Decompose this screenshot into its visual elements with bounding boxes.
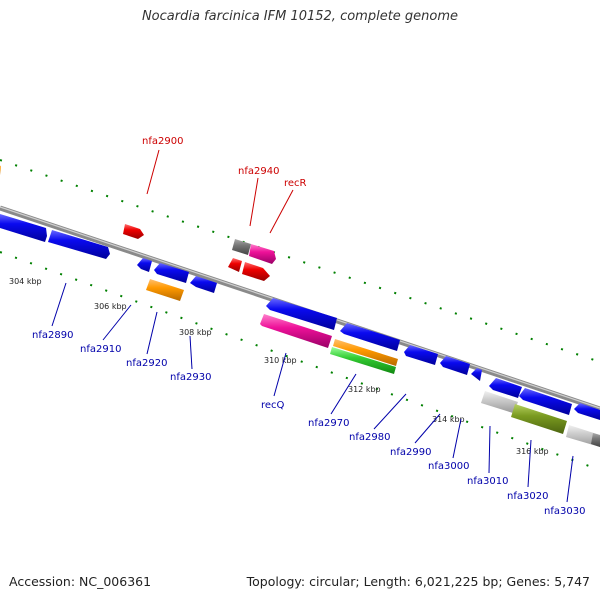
- inner-tick-track: [0, 251, 600, 471]
- gene-nfa2930[interactable]: [190, 276, 217, 293]
- label-nfa2890[interactable]: nfa2890: [32, 330, 73, 341]
- label-nfa2940[interactable]: nfa2940: [238, 166, 279, 177]
- gene-light-1[interactable]: [481, 391, 518, 413]
- tick-label: 312 kbp: [348, 385, 381, 394]
- gene-nfa2940[interactable]: [249, 244, 276, 264]
- label-recR[interactable]: recR: [284, 178, 307, 189]
- gene-nfa2900[interactable]: [123, 224, 144, 239]
- tick-label: 306 kbp: [94, 302, 127, 311]
- gene-nfa2920[interactable]: [154, 263, 189, 283]
- genome-summary-text: Topology: circular; Length: 6,021,225 bp…: [246, 574, 590, 589]
- label-nfa2920[interactable]: nfa2920: [126, 358, 167, 369]
- gene-olive[interactable]: [511, 404, 567, 434]
- gene-nfa3030[interactable]: [574, 403, 600, 420]
- forward-gene-labels: nfa2900 nfa2940 recR: [142, 136, 307, 189]
- tick-label: 308 kbp: [179, 328, 212, 337]
- gene-green[interactable]: [330, 347, 396, 374]
- gene-orange[interactable]: [146, 279, 184, 301]
- tick-label: 316 kbp: [516, 447, 549, 456]
- label-nfa2990[interactable]: nfa2990: [390, 447, 431, 458]
- gene-feature[interactable]: [0, 165, 1, 175]
- label-nfa2980[interactable]: nfa2980: [349, 432, 390, 443]
- gene-red-small[interactable]: [228, 258, 242, 272]
- tick-labels: 304 kbp 306 kbp 308 kbp 310 kbp 312 kbp …: [9, 277, 549, 456]
- gene-recQ[interactable]: [260, 314, 332, 348]
- gene-nfa2980[interactable]: [404, 345, 438, 365]
- label-nfa2910[interactable]: nfa2910: [80, 344, 121, 355]
- accession-text: Accession: NC_006361: [9, 574, 152, 589]
- label-nfa2900[interactable]: nfa2900: [142, 136, 183, 147]
- gene-nfa2890[interactable]: [48, 230, 110, 259]
- tick-label: 310 kbp: [264, 356, 297, 365]
- tick-label: 304 kbp: [9, 277, 42, 286]
- reverse-strand-genes: [0, 214, 600, 447]
- leader-lines: [51, 149, 574, 503]
- gene-gray-edge[interactable]: [591, 433, 600, 447]
- gene-nfa3010[interactable]: [489, 378, 522, 398]
- label-nfa2930[interactable]: nfa2930: [170, 372, 211, 383]
- gene-gray[interactable]: [232, 239, 251, 255]
- gene-long-blue[interactable]: [266, 298, 337, 330]
- gene-nfa2910[interactable]: [137, 258, 152, 272]
- gene-nfa2990[interactable]: [440, 356, 470, 375]
- label-nfa3000[interactable]: nfa3000: [428, 461, 469, 472]
- map-title: Nocardia farcinica IFM 10152, complete g…: [141, 9, 459, 24]
- gene-nfa2970[interactable]: [340, 323, 400, 351]
- label-recQ[interactable]: recQ: [261, 400, 285, 411]
- reverse-gene-labels: nfa2890 nfa2910 nfa2920 nfa2930 recQ nfa…: [32, 330, 585, 517]
- label-nfa2970[interactable]: nfa2970: [308, 418, 349, 429]
- forward-strand-genes: [0, 165, 276, 264]
- gene-recR[interactable]: [242, 262, 270, 281]
- label-nfa3010[interactable]: nfa3010: [467, 476, 508, 487]
- label-nfa3020[interactable]: nfa3020: [507, 491, 548, 502]
- gene-nfa3000[interactable]: [471, 368, 482, 381]
- label-nfa3030[interactable]: nfa3030: [544, 506, 585, 517]
- tick-label: 314 kbp: [432, 415, 465, 424]
- gene-block[interactable]: [0, 214, 47, 242]
- gene-orange-2[interactable]: [333, 339, 398, 366]
- gene-nfa3020[interactable]: [519, 388, 572, 415]
